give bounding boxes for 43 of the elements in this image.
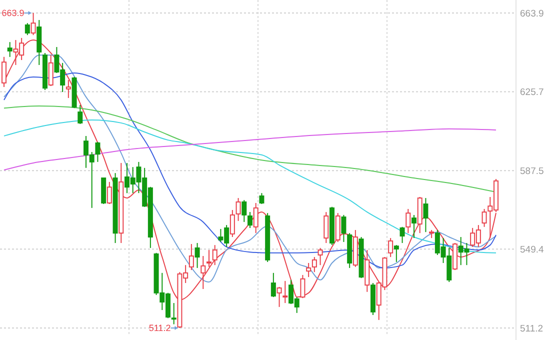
candlestick <box>394 244 399 262</box>
candlestick <box>388 238 394 258</box>
candlestick <box>106 181 112 205</box>
y-tick-label: 587.5 <box>520 166 544 177</box>
candlestick <box>423 198 428 233</box>
y-tick-label: 549.4 <box>520 244 544 256</box>
annotation: 511.2 <box>148 323 171 334</box>
candlestick <box>253 202 258 234</box>
candlestick <box>24 22 30 36</box>
y-tick-label: 625.7 <box>520 87 544 98</box>
candlestick <box>306 262 312 278</box>
candlestick <box>200 255 206 290</box>
line-series <box>4 128 496 170</box>
candlestick <box>66 80 71 98</box>
candlestick <box>171 302 176 325</box>
candlestick <box>48 54 54 87</box>
candlestick <box>194 242 200 268</box>
y-tick-label: 511.2 <box>520 323 544 334</box>
candlestick <box>206 250 212 268</box>
candlestick <box>341 214 346 242</box>
candlestick <box>230 209 235 238</box>
candlestick <box>335 212 340 242</box>
candlestick <box>282 280 288 304</box>
candlestick <box>212 244 218 266</box>
annotation: 663.9 <box>2 8 24 18</box>
candlestick <box>7 42 12 58</box>
candlestick <box>242 200 247 222</box>
candlestick <box>412 214 416 239</box>
candlestick <box>318 247 323 266</box>
candlestick <box>406 208 411 234</box>
candlestick <box>312 256 317 273</box>
candlestick <box>482 208 487 228</box>
candlestick <box>259 192 264 205</box>
y-tick-label: 663.9 <box>520 8 544 20</box>
candlestick <box>95 141 100 162</box>
candlestick <box>270 272 276 298</box>
candlestick <box>188 244 194 271</box>
candlestick <box>236 198 241 222</box>
candlestick <box>324 212 329 244</box>
candlestick <box>276 286 282 308</box>
candlestick <box>78 104 83 124</box>
candlestick <box>400 226 405 244</box>
candlestick <box>248 212 252 228</box>
